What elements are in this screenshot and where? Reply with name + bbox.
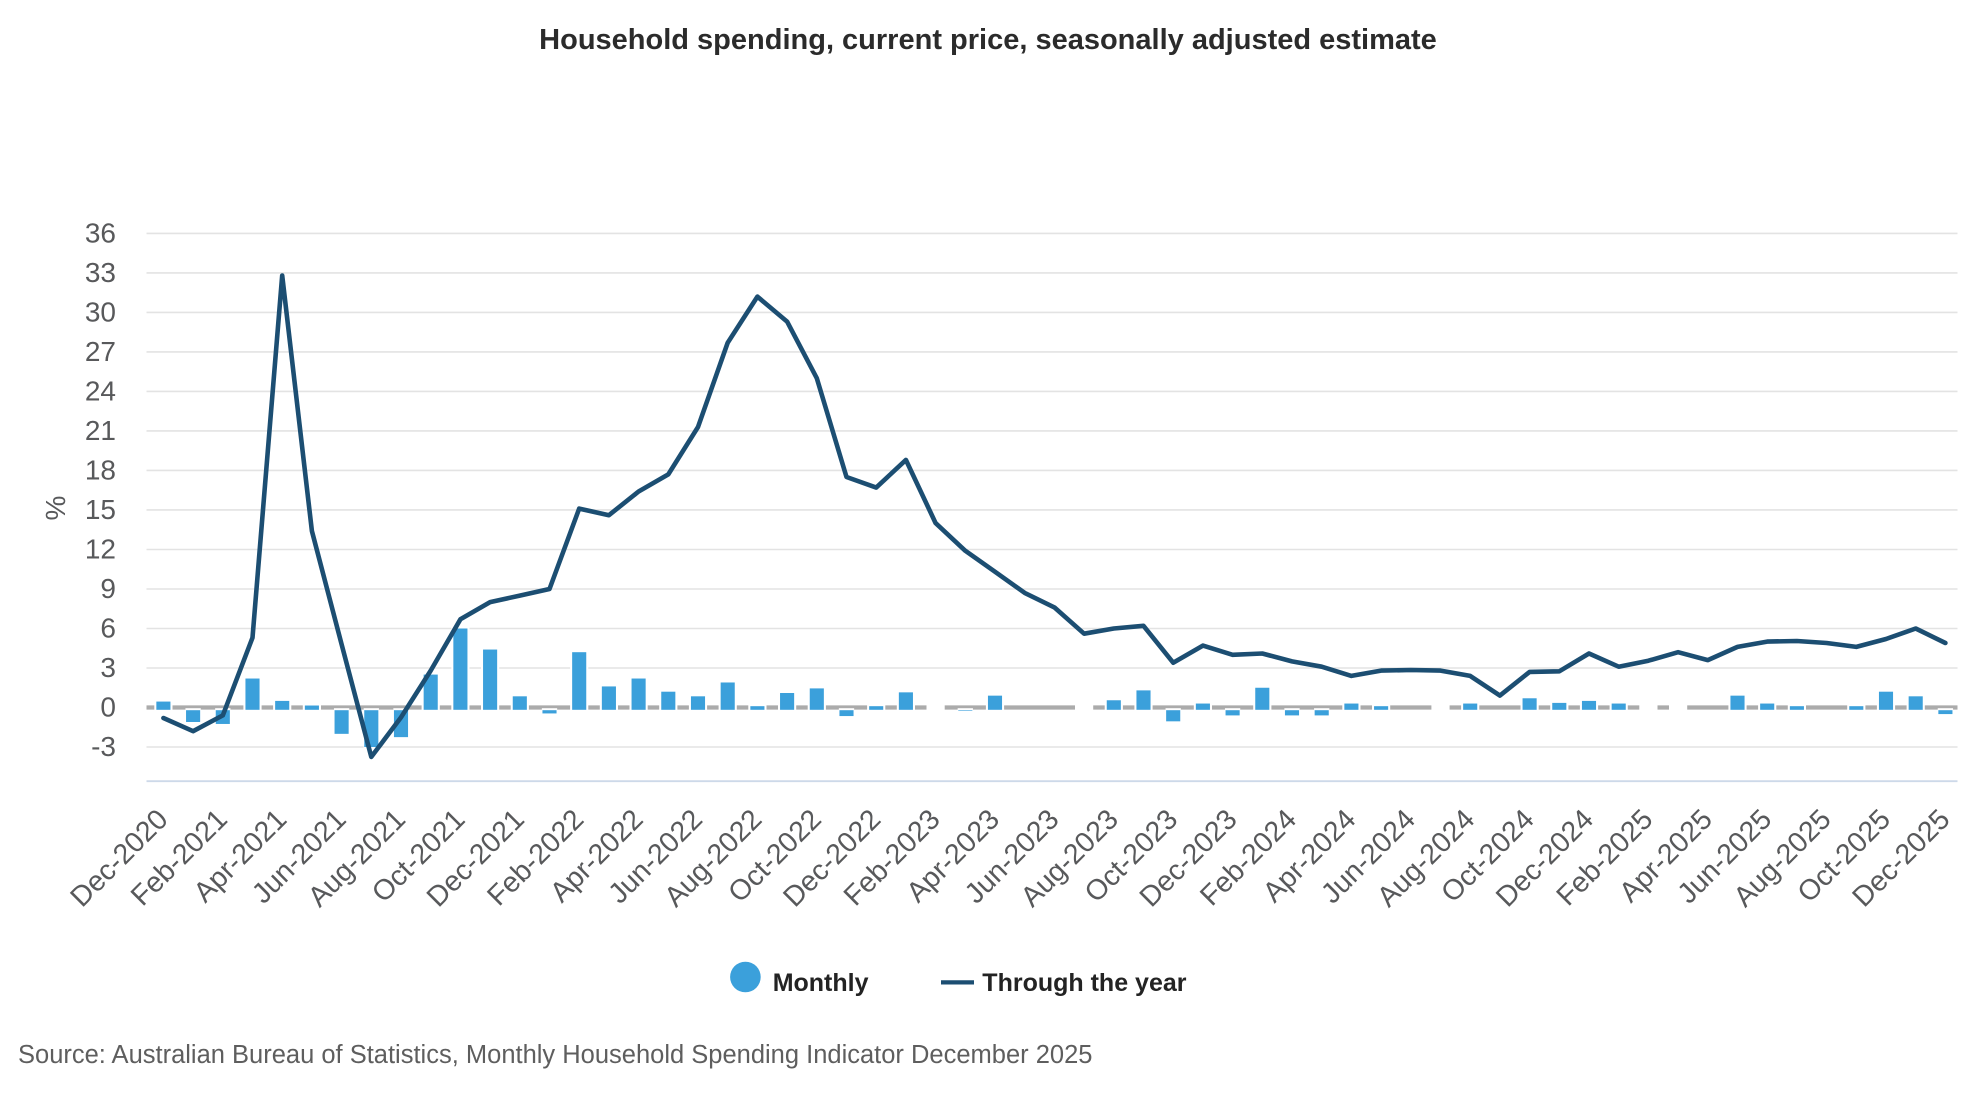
svg-text:Household spending, current pr: Household spending, current price, seaso… — [539, 24, 1437, 56]
svg-text:27: 27 — [85, 336, 116, 367]
svg-text:-3: -3 — [91, 731, 116, 762]
svg-text:21: 21 — [85, 415, 116, 446]
svg-text:15: 15 — [85, 494, 116, 525]
svg-text:Through the year: Through the year — [982, 969, 1186, 997]
svg-text:0: 0 — [100, 692, 116, 723]
svg-text:18: 18 — [85, 454, 116, 485]
svg-text:Monthly: Monthly — [773, 969, 869, 997]
svg-text:Source: Australian Bureau of S: Source: Australian Bureau of Statistics,… — [18, 1041, 1092, 1069]
svg-text:9: 9 — [100, 573, 116, 604]
svg-text:33: 33 — [85, 257, 116, 288]
svg-text:3: 3 — [100, 652, 116, 683]
svg-text:24: 24 — [85, 375, 116, 406]
svg-text:6: 6 — [100, 613, 116, 644]
svg-text:36: 36 — [85, 217, 116, 248]
svg-text:%: % — [40, 496, 71, 521]
svg-text:30: 30 — [85, 296, 116, 327]
svg-text:12: 12 — [85, 534, 116, 565]
